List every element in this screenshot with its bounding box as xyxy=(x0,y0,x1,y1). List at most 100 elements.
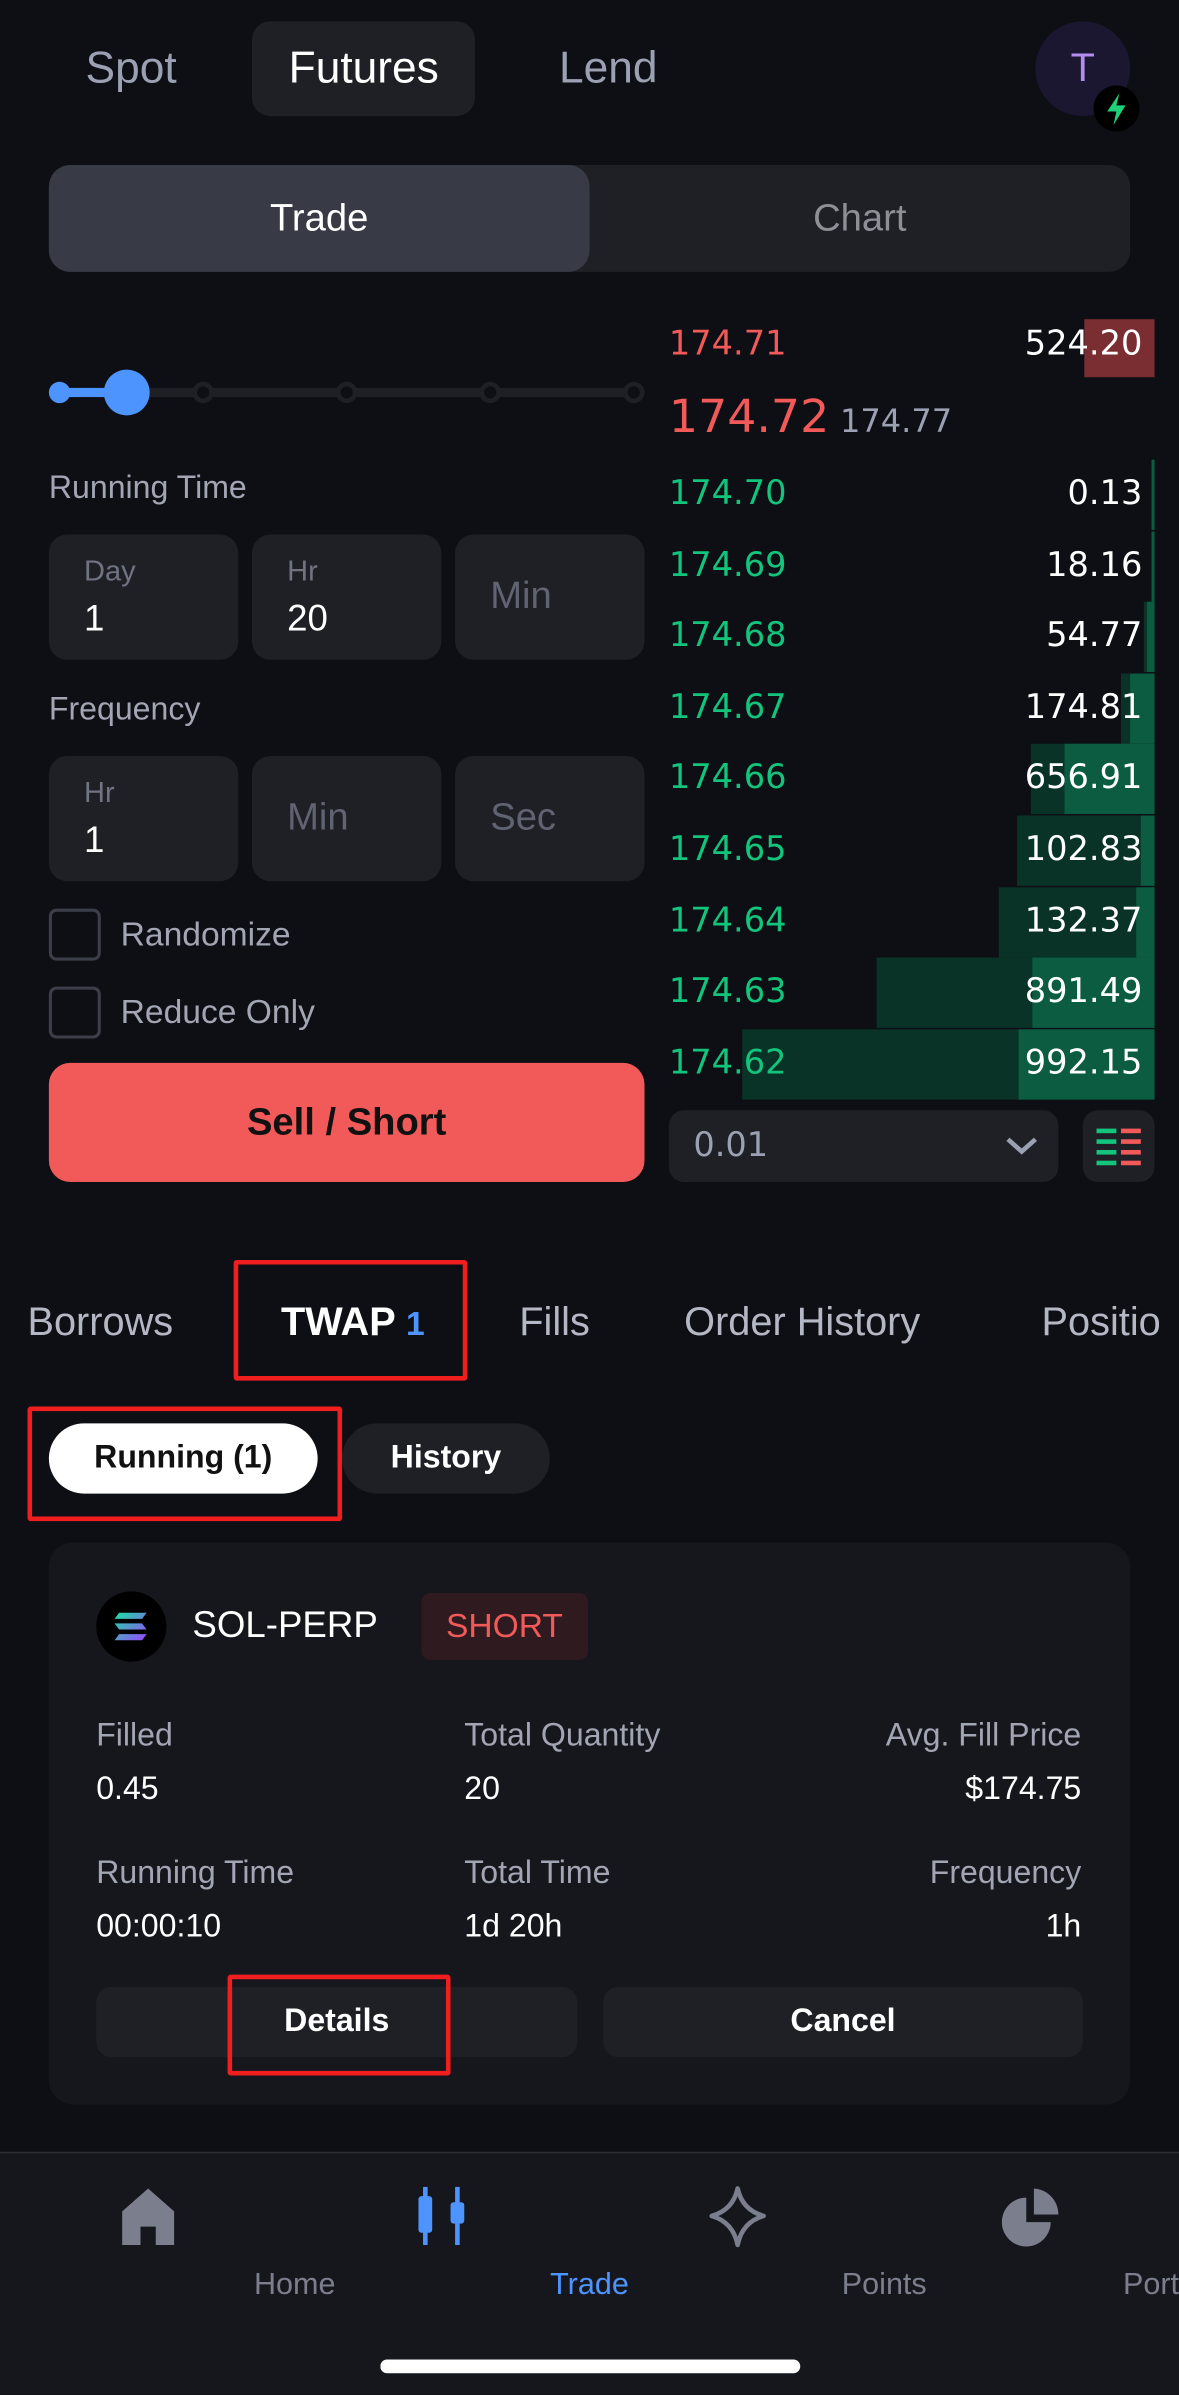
randomize-label: Randomize xyxy=(120,914,291,953)
sol-logo-icon xyxy=(96,1591,167,1662)
total-time-label: Total Time xyxy=(464,1855,611,1891)
tab-lend[interactable]: Lend xyxy=(558,44,658,94)
bid-size-bar xyxy=(1151,530,1155,602)
running-hr-input[interactable]: Hr 20 xyxy=(251,534,442,660)
candlestick-icon xyxy=(418,2186,465,2245)
running-time-card-label: Running Time xyxy=(96,1855,295,1891)
tab-order-history[interactable]: Order History xyxy=(684,1298,921,1344)
sparkle-icon xyxy=(709,2186,766,2248)
bid-cumulative-bar xyxy=(1017,815,1155,886)
bid-size: 54.77 xyxy=(1046,617,1143,656)
ask-price: 174.71 xyxy=(668,325,787,364)
annotation-box xyxy=(27,1406,343,1522)
tab-positions[interactable]: Positio xyxy=(1041,1298,1161,1344)
bid-row[interactable]: 174.63 891.49 xyxy=(668,957,1155,1029)
avatar-letter: T xyxy=(1070,44,1095,91)
total-time-value: 1d 20h xyxy=(464,1909,563,1945)
tab-fills[interactable]: Fills xyxy=(519,1298,590,1344)
subtab-running[interactable]: Running (1) xyxy=(48,1423,318,1494)
ask-size: 524.20 xyxy=(1024,325,1143,364)
bid-size: 132.37 xyxy=(1024,901,1143,941)
bid-size: 174.81 xyxy=(1024,688,1143,727)
home-indicator xyxy=(380,2359,801,2374)
bid-row[interactable]: 174.69 18.16 xyxy=(668,530,1155,602)
bid-price: 174.65 xyxy=(668,830,787,869)
tab-borrows[interactable]: Borrows xyxy=(27,1298,174,1344)
bid-size-bar xyxy=(1018,1029,1155,1100)
filled-label: Filled xyxy=(96,1718,173,1754)
frequency-card-label: Frequency xyxy=(929,1855,1082,1891)
twap-count-badge: 1 xyxy=(406,1304,425,1343)
tab-twap[interactable]: TWAP 1 xyxy=(281,1298,425,1344)
bid-price: 174.67 xyxy=(668,688,787,727)
pie-chart-icon xyxy=(1001,2188,1059,2247)
bid-row[interactable]: 174.67 174.81 xyxy=(668,673,1155,744)
bid-size-bar xyxy=(1136,886,1155,957)
reduce-only-checkbox[interactable] xyxy=(48,986,101,1039)
bid-row[interactable]: 174.64 132.37 xyxy=(668,886,1155,957)
bid-size-bar xyxy=(1130,673,1155,744)
bid-price: 174.62 xyxy=(668,1044,787,1083)
bid-row[interactable]: 174.70 0.13 xyxy=(669,459,1155,530)
mark-price: 174.72 xyxy=(668,390,830,445)
avg-price-label: Avg. Fill Price xyxy=(885,1718,1082,1754)
tab-spot[interactable]: Spot xyxy=(85,44,177,94)
bid-row[interactable]: 174.62 992.15 xyxy=(668,1029,1155,1100)
frequency-value: 1h xyxy=(1045,1909,1082,1945)
running-min-input[interactable]: Min xyxy=(455,534,645,660)
filled-value: 0.45 xyxy=(96,1771,159,1807)
sell-short-button[interactable]: Sell / Short xyxy=(48,1062,645,1183)
total-qty-label: Total Quantity xyxy=(464,1718,661,1754)
index-price: 174.77 xyxy=(839,403,953,440)
toggle-trade[interactable]: Trade xyxy=(48,164,590,272)
randomize-checkbox[interactable] xyxy=(48,908,101,961)
bid-size-bar xyxy=(1151,459,1155,530)
bid-price: 174.68 xyxy=(668,617,787,656)
bid-price: 174.66 xyxy=(668,759,787,798)
annotation-box xyxy=(233,1259,468,1381)
bid-size: 18.16 xyxy=(1046,546,1143,585)
bid-row[interactable]: 174.65 102.83 xyxy=(668,815,1155,886)
bid-price: 174.63 xyxy=(668,973,787,1012)
toggle-chart[interactable]: Chart xyxy=(813,197,907,240)
total-qty-value: 20 xyxy=(464,1771,500,1807)
bid-size: 102.83 xyxy=(1024,830,1143,869)
annotation-box xyxy=(227,1974,451,2076)
cancel-button[interactable]: Cancel xyxy=(603,1986,1083,2058)
market-name: SOL-PERP xyxy=(192,1605,378,1647)
bid-row[interactable]: 174.66 656.91 xyxy=(668,744,1155,815)
bid-cumulative-bar xyxy=(998,886,1155,957)
running-day-input[interactable]: Day 1 xyxy=(48,534,239,660)
tab-futures[interactable]: Futures xyxy=(251,21,476,117)
view-toggle: Trade Chart xyxy=(48,164,1131,272)
bid-row[interactable]: 174.68 54.77 xyxy=(668,602,1155,673)
ask-depth-bar xyxy=(1084,319,1155,378)
frequency-hr-input[interactable]: Hr 1 xyxy=(48,755,239,882)
ask-row[interactable]: 174.71 524.20 xyxy=(668,310,1155,378)
bid-size: 0.13 xyxy=(1067,474,1143,514)
details-button[interactable]: Details xyxy=(96,1986,578,2058)
bid-size-bar xyxy=(1140,815,1155,886)
bid-size-bar xyxy=(1032,957,1155,1029)
bottom-nav: Home Trade Points Portfolio xyxy=(0,2151,1179,2395)
chevron-down-icon xyxy=(1006,1137,1037,1155)
tick-size-select[interactable]: 0.01 xyxy=(668,1110,1059,1183)
frequency-sec-input[interactable]: Sec xyxy=(455,755,645,882)
bid-price: 174.69 xyxy=(668,546,787,585)
bid-price: 174.64 xyxy=(668,901,787,941)
home-icon xyxy=(122,2188,175,2245)
lightning-icon xyxy=(1093,85,1140,132)
bid-size: 891.49 xyxy=(1024,973,1143,1012)
subtab-history[interactable]: History xyxy=(342,1423,550,1494)
bid-size: 992.15 xyxy=(1024,1044,1143,1083)
bid-size-bar xyxy=(1064,744,1155,815)
leverage-slider[interactable] xyxy=(48,367,648,419)
avatar[interactable]: T xyxy=(1035,21,1140,132)
frequency-min-input[interactable]: Min xyxy=(251,755,442,882)
orderbook-layout-button[interactable] xyxy=(1082,1110,1155,1183)
slider-handle[interactable] xyxy=(103,369,150,416)
avg-price-value: $174.75 xyxy=(965,1771,1082,1807)
bid-size-bar xyxy=(1147,602,1155,673)
running-time-label: Running Time xyxy=(48,470,247,506)
